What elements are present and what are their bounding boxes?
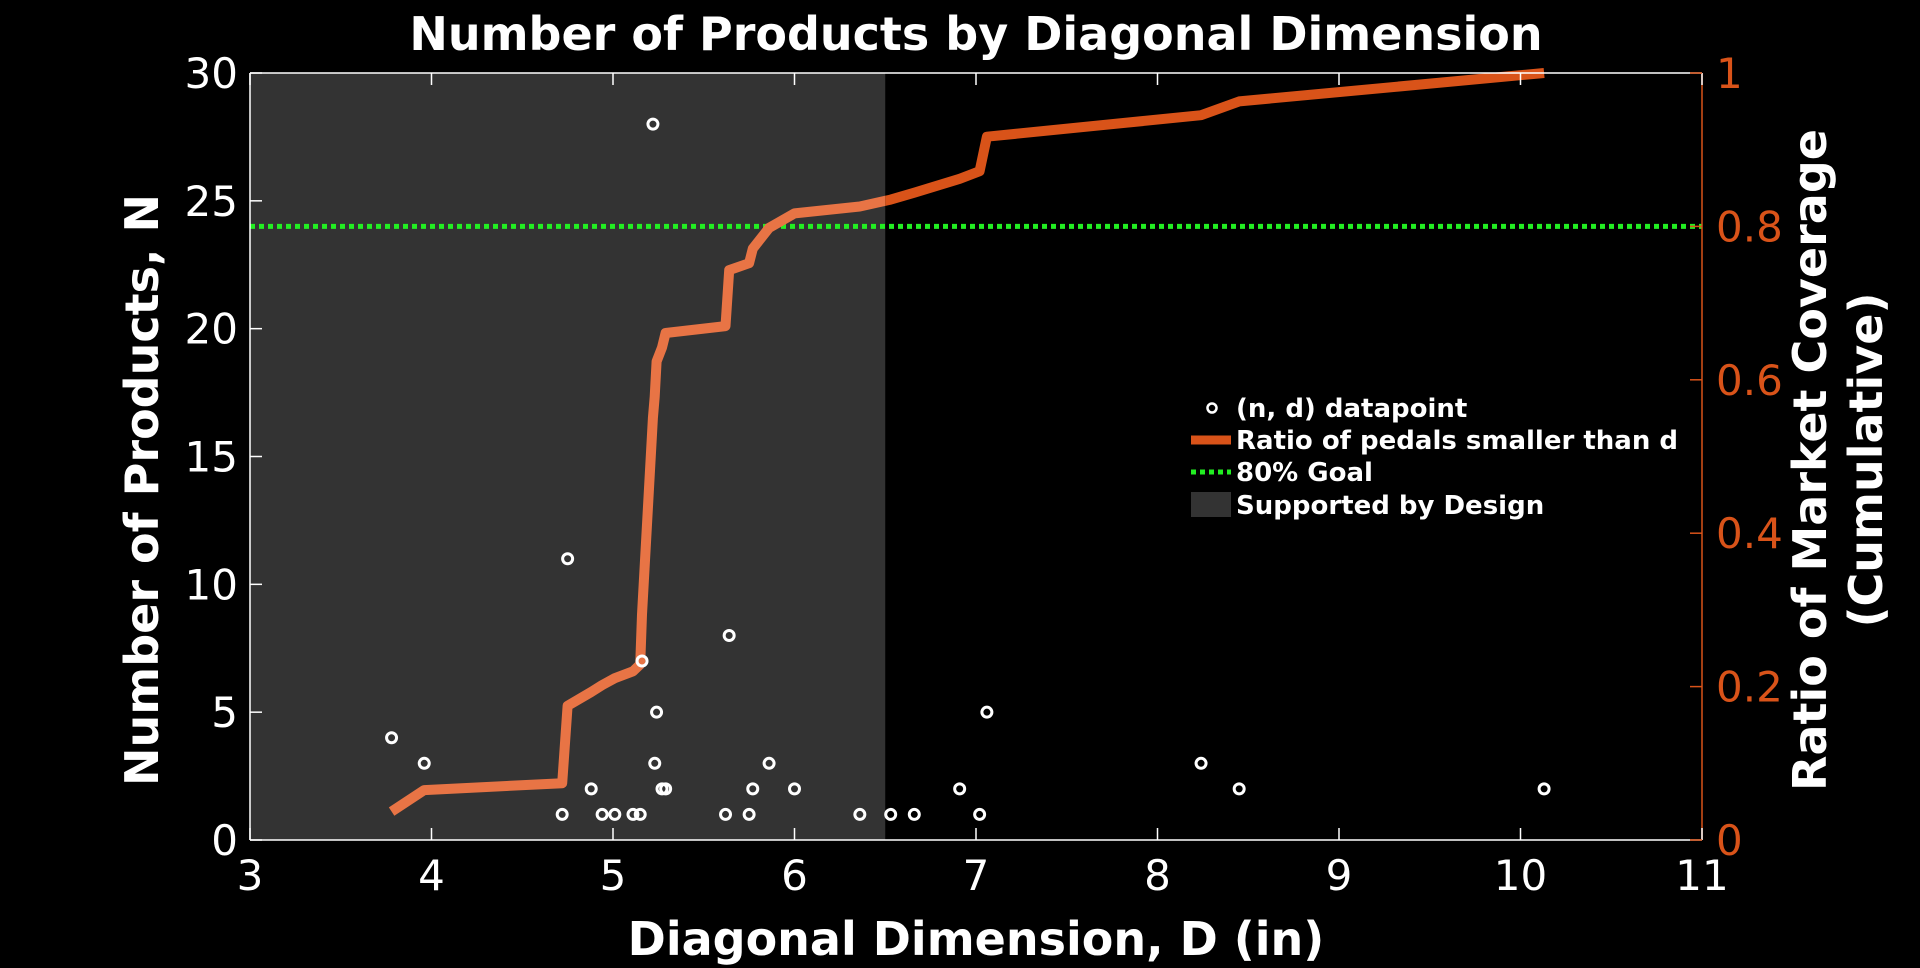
datapoint bbox=[659, 782, 673, 796]
datapoint bbox=[742, 807, 756, 821]
legend-label-ratio-line: Ratio of pedals smaller than d bbox=[1236, 426, 1678, 456]
x-tick-label: 9 bbox=[1326, 851, 1353, 900]
datapoint bbox=[973, 807, 987, 821]
legend-marker-datapoint bbox=[1206, 402, 1218, 414]
datapoint bbox=[1232, 782, 1246, 796]
chart-title: Number of Products by Diagonal Dimension bbox=[409, 7, 1542, 61]
x-tick-label: 11 bbox=[1675, 851, 1728, 900]
y2-axis-label-line-2: (Cumulative) bbox=[1839, 293, 1893, 628]
y2-tick-label: 0.6 bbox=[1716, 356, 1783, 405]
x-tick-label: 4 bbox=[418, 851, 445, 900]
y-tick-label: 20 bbox=[185, 305, 238, 354]
datapoint bbox=[746, 782, 760, 796]
datapoint bbox=[417, 756, 431, 770]
datapoints bbox=[385, 117, 1551, 821]
datapoint bbox=[980, 705, 994, 719]
datapoint bbox=[853, 807, 867, 821]
x-tick-label: 10 bbox=[1494, 851, 1547, 900]
x-axis-label: Diagonal Dimension, D (in) bbox=[628, 912, 1325, 966]
ratio-line-in-region bbox=[388, 195, 886, 816]
legend-label-shaded-region: Supported by Design bbox=[1236, 491, 1544, 521]
x-tick-label: 3 bbox=[237, 851, 264, 900]
datapoint bbox=[1537, 782, 1551, 796]
datapoint bbox=[561, 552, 575, 566]
y-axis-label: Number of Products, N bbox=[115, 194, 169, 786]
legend-label-datapoint: (n, d) datapoint bbox=[1236, 394, 1467, 424]
datapoint bbox=[633, 807, 647, 821]
datapoint bbox=[650, 705, 664, 719]
legend-marker-shaded-region bbox=[1191, 492, 1231, 517]
datapoint bbox=[884, 807, 898, 821]
y-tick-label: 10 bbox=[185, 560, 238, 609]
datapoint bbox=[584, 782, 598, 796]
legend: (n, d) datapoint Ratio of pedals smaller… bbox=[1191, 394, 1678, 521]
y2-tick-label: 1 bbox=[1716, 49, 1743, 98]
datapoint bbox=[953, 782, 967, 796]
datapoint bbox=[385, 731, 399, 745]
datapoint bbox=[635, 654, 649, 668]
x-tick-label: 5 bbox=[600, 851, 627, 900]
y-tick-label: 25 bbox=[185, 177, 238, 226]
datapoint bbox=[762, 756, 776, 770]
datapoint bbox=[626, 807, 640, 821]
y-tick-label: 30 bbox=[185, 49, 238, 98]
datapoint bbox=[1194, 756, 1208, 770]
datapoint bbox=[608, 807, 622, 821]
legend-label-goal: 80% Goal bbox=[1236, 458, 1373, 488]
y2-axis-label-line-1: Ratio of Market Coverage bbox=[1783, 129, 1837, 791]
x-tick-label: 8 bbox=[1144, 851, 1171, 900]
datapoint bbox=[648, 756, 662, 770]
ratio-line bbox=[885, 68, 1545, 206]
plot-area bbox=[250, 68, 1702, 840]
datapoint bbox=[719, 807, 733, 821]
datapoint bbox=[907, 807, 921, 821]
y2-tick-label: 0.8 bbox=[1716, 202, 1783, 251]
datapoint bbox=[788, 782, 801, 796]
datapoint bbox=[555, 807, 569, 821]
y2-tick-label: 0.4 bbox=[1716, 509, 1783, 558]
y-tick-label: 0 bbox=[211, 816, 238, 865]
y2-tick-label: 0 bbox=[1716, 816, 1743, 865]
datapoint bbox=[646, 117, 660, 131]
x-tick-label: 7 bbox=[963, 851, 990, 900]
y-tick-label: 15 bbox=[185, 433, 238, 482]
datapoint bbox=[722, 628, 736, 642]
y2-tick-label: 0.2 bbox=[1716, 663, 1783, 712]
datapoint bbox=[595, 807, 609, 821]
x-tick-label: 6 bbox=[781, 851, 808, 900]
y-tick-label: 5 bbox=[211, 688, 238, 737]
